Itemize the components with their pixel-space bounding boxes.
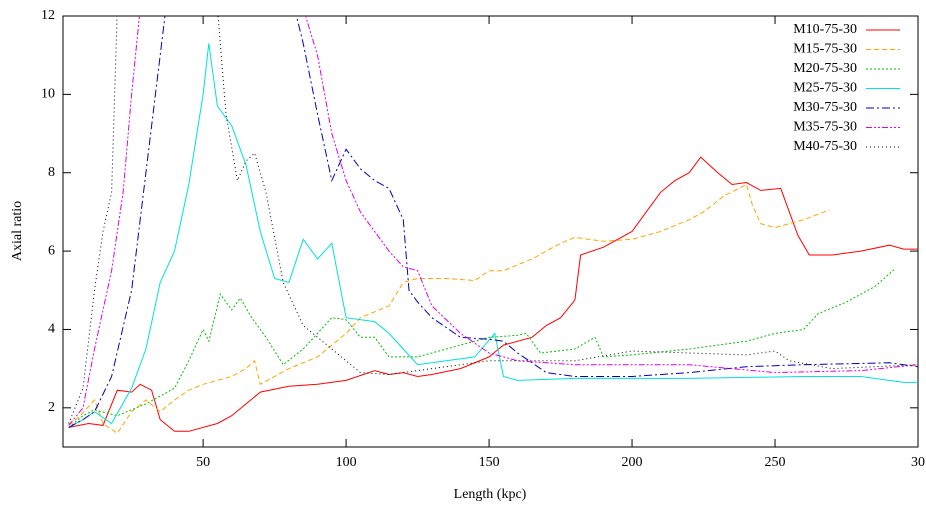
legend-label: M15-75-30 (793, 42, 857, 57)
series-line (68, 16, 918, 424)
legend-label: M30-75-30 (793, 100, 857, 115)
series-line (68, 268, 896, 428)
x-tick-label: 50 (196, 455, 210, 470)
series-line (68, 43, 918, 428)
x-tick-label: 250 (765, 455, 786, 470)
y-tick-label: 2 (48, 400, 55, 415)
x-axis-label: Length (kpc) (454, 487, 527, 502)
legend-label: M25-75-30 (793, 81, 857, 96)
y-tick-label: 12 (41, 8, 55, 23)
legend-label: M40-75-30 (793, 139, 857, 154)
plot-frame (62, 15, 919, 448)
legend-label: M10-75-30 (793, 22, 857, 37)
y-tick-label: 8 (48, 165, 55, 180)
y-tick-label: 6 (48, 243, 55, 258)
series-line (68, 156, 918, 432)
series-line (68, 16, 918, 426)
legend-label: M35-75-30 (793, 120, 857, 135)
y-tick-label: 4 (48, 322, 55, 337)
y-axis-label: Axial ratio (10, 201, 25, 261)
x-tick-label: 200 (622, 455, 643, 470)
series-line (68, 16, 918, 428)
plot-lines (68, 16, 918, 434)
series-line (68, 183, 830, 434)
x-tick-label: 100 (336, 455, 357, 470)
legend-label: M20-75-30 (793, 61, 857, 76)
x-tick-label: 30 (911, 455, 925, 470)
x-tick-label: 150 (479, 455, 500, 470)
y-tick-label: 10 (41, 87, 55, 102)
